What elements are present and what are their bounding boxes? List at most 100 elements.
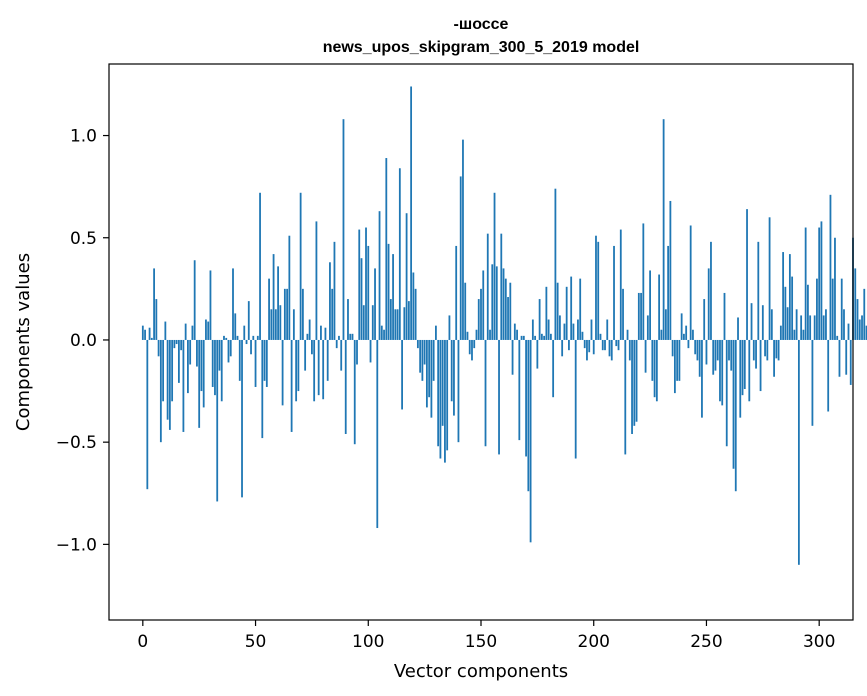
bar-277 <box>766 339 769 361</box>
bar-238 <box>678 339 681 381</box>
bar-97 <box>360 258 363 340</box>
bar-74 <box>308 319 311 340</box>
bar-35 <box>220 339 223 402</box>
bar-73 <box>306 333 309 340</box>
bar-136 <box>448 315 451 340</box>
y-axis-label: Components values <box>13 253 34 431</box>
bar-174 <box>534 335 537 340</box>
bar-291 <box>797 339 800 565</box>
bar-24 <box>196 339 198 367</box>
y-tick-label: 0.0 <box>70 331 97 351</box>
bar-131 <box>437 339 440 447</box>
bar-120 <box>412 272 415 340</box>
x-tick-label: 50 <box>245 632 267 652</box>
bar-7 <box>157 339 160 357</box>
bar-68 <box>295 339 298 402</box>
bar-319 <box>861 315 863 340</box>
bar-237 <box>676 339 679 381</box>
bar-294 <box>804 227 807 340</box>
bar-1 <box>144 329 146 340</box>
bar-22 <box>191 325 194 340</box>
bar-64 <box>286 288 289 340</box>
bar-60 <box>277 266 279 340</box>
bar-165 <box>513 323 516 340</box>
bar-317 <box>856 299 859 340</box>
chart-title-line-1: -шоссе <box>454 16 509 33</box>
y-tick-label: −0.5 <box>56 433 97 453</box>
bar-46 <box>245 339 248 345</box>
bar-80 <box>322 339 325 400</box>
bar-152 <box>484 339 487 447</box>
bar-20 <box>187 339 189 394</box>
bar-141 <box>459 176 462 340</box>
bar-278 <box>768 217 771 340</box>
bar-229 <box>658 274 661 340</box>
bar-91 <box>347 299 349 340</box>
bar-150 <box>480 288 482 340</box>
bar-231 <box>662 119 665 340</box>
bar-70 <box>299 192 302 340</box>
bar-206 <box>606 319 609 340</box>
bar-98 <box>362 305 365 340</box>
bar-243 <box>689 225 692 340</box>
bar-263 <box>734 339 737 492</box>
bar-271 <box>752 339 755 361</box>
bar-283 <box>779 325 782 340</box>
bar-108 <box>385 158 388 340</box>
bar-205 <box>604 339 606 351</box>
bar-2 <box>146 339 149 490</box>
bar-83 <box>329 262 331 340</box>
bar-218 <box>633 339 636 426</box>
bar-183 <box>554 188 557 340</box>
bar-297 <box>811 339 814 426</box>
bar-266 <box>741 339 744 396</box>
x-axis: 0 50 100 150 200 250 300 <box>137 620 835 652</box>
bar-197 <box>586 339 588 361</box>
bar-320 <box>863 288 866 340</box>
bar-275 <box>761 305 764 340</box>
x-tick-label: 100 <box>352 632 384 652</box>
bar-33 <box>216 339 219 502</box>
bar-274 <box>759 339 762 392</box>
bar-198 <box>588 339 591 353</box>
bar-214 <box>624 339 627 455</box>
x-tick-label: 250 <box>690 632 722 652</box>
bar-47 <box>247 301 250 340</box>
bar-233 <box>667 245 670 340</box>
bar-171 <box>527 339 530 492</box>
bar-248 <box>701 339 703 418</box>
bar-289 <box>793 329 796 340</box>
bar-185 <box>559 315 561 340</box>
bar-48 <box>250 339 252 355</box>
bar-211 <box>617 339 620 351</box>
bar-188 <box>565 286 568 340</box>
bar-85 <box>333 241 336 340</box>
bar-186 <box>561 339 564 357</box>
bar-153 <box>486 233 489 340</box>
bar-135 <box>446 339 449 451</box>
bar-51 <box>256 335 259 340</box>
bar-187 <box>563 323 566 340</box>
bar-172 <box>529 339 532 543</box>
bar-111 <box>392 254 394 340</box>
bar-44 <box>241 339 243 498</box>
bar-239 <box>680 313 683 340</box>
bar-254 <box>714 339 717 371</box>
bar-27 <box>202 339 205 408</box>
y-tick-label: 0.5 <box>70 229 97 249</box>
bar-155 <box>491 264 494 340</box>
bar-67 <box>292 309 295 340</box>
bar-235 <box>671 339 674 357</box>
bar-303 <box>825 309 827 340</box>
bar-230 <box>660 329 663 340</box>
bar-234 <box>669 200 672 340</box>
bar-276 <box>764 339 766 357</box>
bar-140 <box>457 339 460 443</box>
bar-286 <box>786 307 789 340</box>
bar-181 <box>549 333 552 340</box>
bar-29 <box>207 321 210 340</box>
bar-45 <box>243 325 246 340</box>
bar-166 <box>516 329 518 340</box>
bar-301 <box>820 221 823 340</box>
bar-43 <box>238 339 241 381</box>
